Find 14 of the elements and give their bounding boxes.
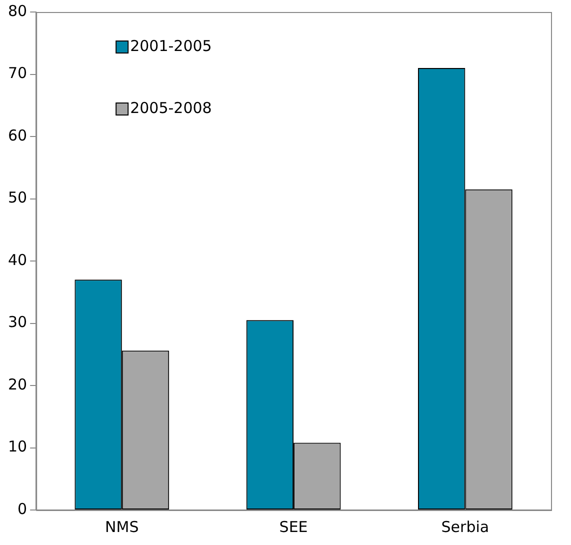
y-tick-label: 20	[8, 375, 28, 394]
y-tick-label: 40	[8, 250, 28, 269]
x-tick-label: SEE	[279, 518, 308, 536]
x-tick-label: NMS	[105, 518, 139, 536]
legend-label: 2001-2005	[130, 36, 212, 55]
y-tick-label: 30	[8, 313, 28, 332]
x-tick-label: Serbia	[441, 518, 490, 536]
y-tick-label: 0	[18, 500, 28, 518]
legend-label: 2005-2008	[130, 98, 212, 117]
y-tick-label: 80	[8, 2, 28, 20]
y-tick-label: 10	[8, 438, 28, 456]
y-tick-label: 70	[8, 64, 28, 82]
y-tick-label: 60	[8, 126, 28, 144]
y-tick-label: 50	[8, 188, 28, 207]
